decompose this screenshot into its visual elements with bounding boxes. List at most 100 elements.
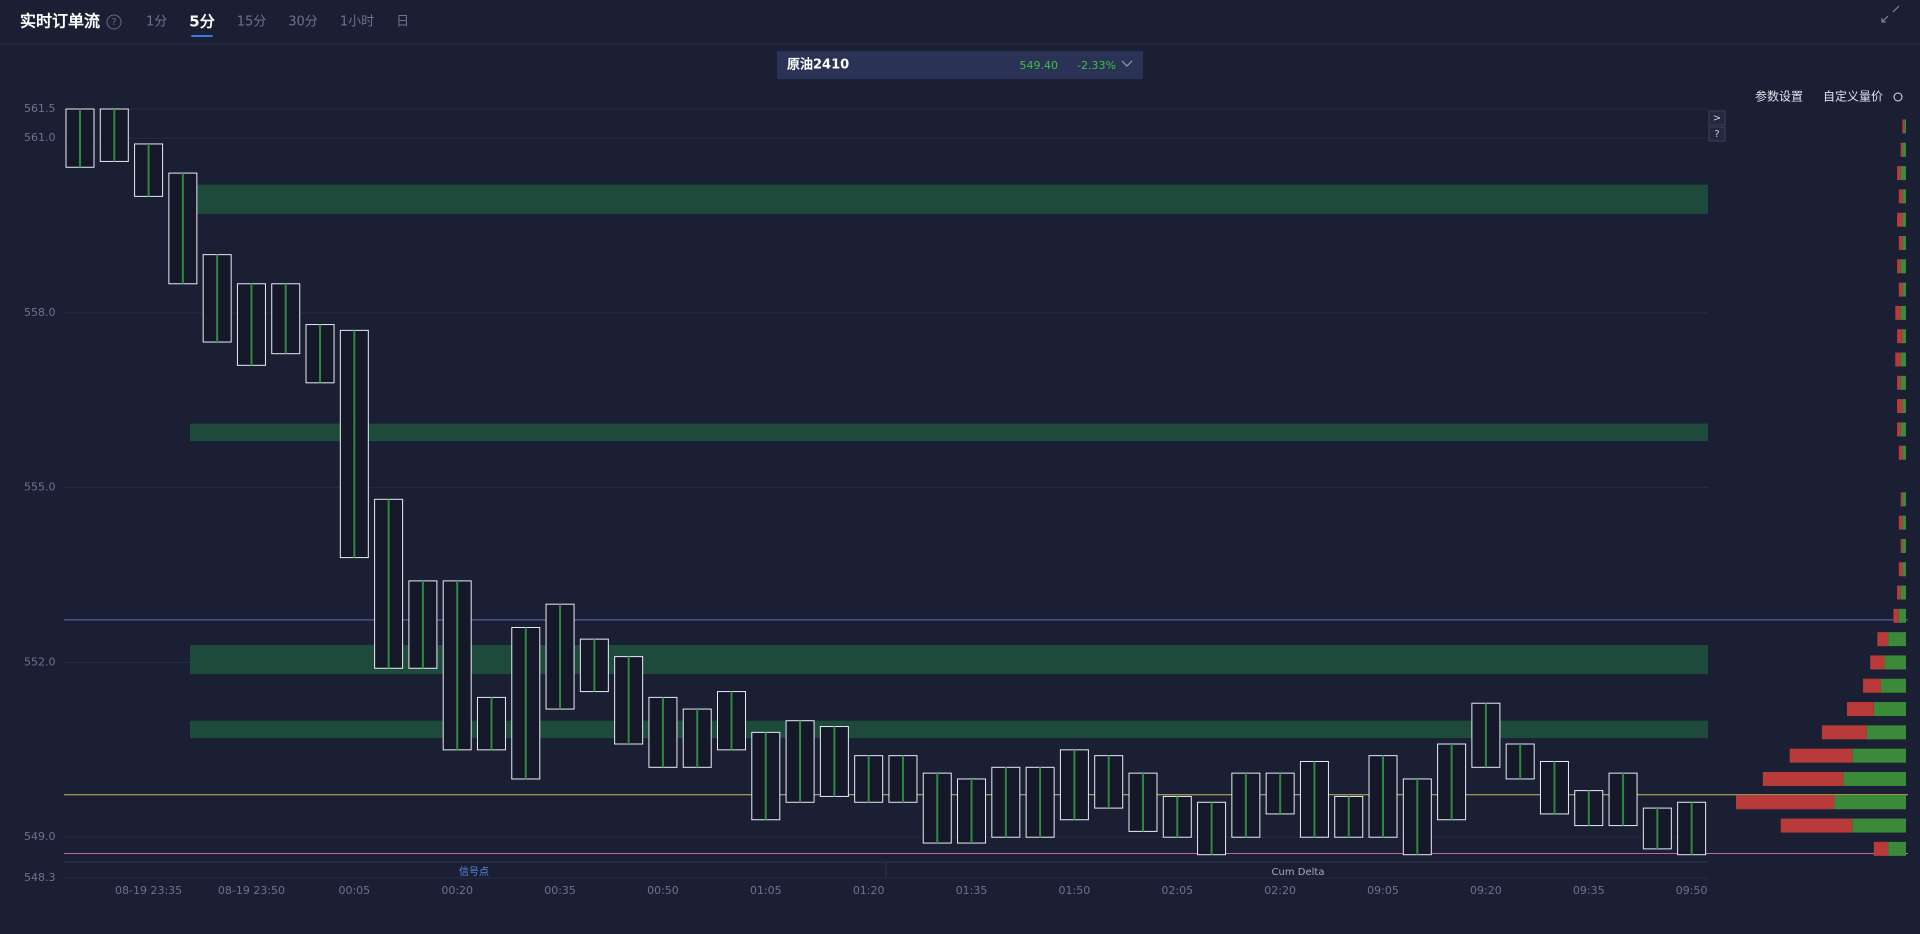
profile-sell (1897, 399, 1903, 414)
x-tick-label: 02:05 (1161, 884, 1193, 897)
profile-sell (1898, 282, 1903, 297)
profile-buy (1900, 166, 1906, 181)
profile-buy (1900, 259, 1906, 274)
side-button-text[interactable]: ? (1714, 129, 1719, 140)
profile-sell (1736, 795, 1835, 810)
timeframe-tab[interactable]: 1分 (146, 15, 167, 30)
timeframe-tab[interactable]: 日 (396, 15, 409, 30)
help-text[interactable]: ? (111, 17, 116, 28)
profile-sell (1897, 585, 1901, 600)
profile-buy (1900, 305, 1906, 320)
profile-sell (1895, 305, 1901, 320)
x-tick-label: 00:20 (441, 884, 473, 897)
app-title: 实时订单流 (20, 12, 100, 31)
profile-buy (1902, 142, 1906, 157)
header-bg (0, 0, 1920, 44)
timeframe-tab[interactable]: 30分 (288, 15, 318, 30)
zone (190, 423, 1708, 442)
profile-buy (1902, 538, 1906, 553)
profile-sell (1789, 748, 1853, 763)
profile-sell (1900, 142, 1903, 157)
x-tick-label: 08-19 23:50 (218, 884, 285, 897)
profile-buy (1902, 445, 1906, 460)
profile-sell (1898, 235, 1903, 250)
x-tick-label: 01:20 (853, 884, 885, 897)
profile-sell (1897, 212, 1903, 227)
x-tick-label: 02:20 (1264, 884, 1296, 897)
side-button-text[interactable]: > (1713, 113, 1721, 124)
profile-sell (1893, 608, 1899, 623)
dropdown-arrow[interactable] (1121, 60, 1133, 67)
profile-sell (1897, 166, 1901, 181)
custom-button[interactable]: 自定义量价 (1823, 89, 1883, 104)
y-tick-label: 558.0 (24, 306, 56, 319)
x-tick-label: 00:35 (544, 884, 576, 897)
x-tick-label: 01:50 (1059, 884, 1091, 897)
profile-buy (1902, 562, 1906, 577)
symbol-price: 549.40 (1020, 59, 1059, 72)
profile-buy (1898, 608, 1906, 623)
settings-button[interactable]: 参数设置 (1755, 89, 1803, 104)
profile-buy (1902, 492, 1906, 507)
timeframe-tab[interactable]: 5分 (189, 13, 214, 31)
x-tick-label: 00:05 (338, 884, 370, 897)
minimize-icon[interactable] (1881, 5, 1900, 23)
profile-sell (1870, 655, 1885, 670)
timeframe-tab[interactable]: 1小时 (340, 15, 374, 30)
x-tick-label: 00:50 (647, 884, 679, 897)
profile-sell (1897, 375, 1901, 390)
profile-buy (1900, 422, 1906, 437)
profile-sell (1898, 562, 1903, 577)
profile-buy (1902, 189, 1906, 204)
profile-buy (1900, 352, 1906, 367)
profile-sell (1762, 771, 1844, 786)
timeframe-tab[interactable]: 15分 (237, 15, 267, 30)
profile-buy (1873, 702, 1906, 717)
help-icon[interactable] (106, 14, 122, 30)
profile-buy (1866, 725, 1906, 740)
profile-buy (1902, 329, 1906, 344)
side-button[interactable] (1708, 126, 1726, 142)
symbol-name[interactable]: 原油2410 (787, 57, 849, 73)
profile-buy (1852, 818, 1906, 833)
y-tick-label: 549.0 (24, 830, 56, 843)
y-tick-label: 561.5 (24, 102, 56, 115)
profile-buy (1902, 515, 1906, 530)
profile-buy (1900, 585, 1906, 600)
cum-delta-label: Cum Delta (1272, 867, 1325, 878)
profile-sell (1900, 538, 1903, 553)
zone (190, 184, 1708, 214)
y-tick-label: 552.0 (24, 655, 56, 668)
profile-buy (1884, 655, 1906, 670)
profile-sell (1897, 259, 1901, 274)
profile-sell (1780, 818, 1853, 833)
side-button[interactable] (1708, 110, 1726, 126)
profile-buy (1880, 678, 1906, 693)
profile-buy (1902, 282, 1906, 297)
profile-sell (1897, 422, 1901, 437)
profile-buy (1902, 212, 1906, 227)
custom-icon[interactable] (1893, 92, 1903, 102)
profile-sell (1873, 841, 1889, 856)
symbol-change: -2.33% (1077, 59, 1116, 72)
x-tick-label: 09:20 (1470, 884, 1502, 897)
profile-sell (1897, 329, 1903, 344)
x-tick-label: 08-19 23:35 (115, 884, 182, 897)
y-tick-label: 561.0 (24, 131, 56, 144)
profile-sell (1863, 678, 1881, 693)
x-tick-label: 09:50 (1676, 884, 1708, 897)
profile-sell (1846, 702, 1874, 717)
x-tick-label: 01:05 (750, 884, 782, 897)
profile-sell (1895, 352, 1901, 367)
signal-label: 信号点 (459, 866, 489, 878)
profile-buy (1888, 632, 1906, 647)
profile-sell (1877, 632, 1889, 647)
x-tick-label: 09:05 (1367, 884, 1399, 897)
profile-sell (1902, 119, 1905, 134)
y-tick-label: 548.3 (24, 871, 56, 884)
profile-buy (1902, 399, 1906, 414)
profile-buy (1888, 841, 1906, 856)
symbol-selector[interactable] (777, 51, 1143, 79)
profile-buy (1834, 795, 1906, 810)
